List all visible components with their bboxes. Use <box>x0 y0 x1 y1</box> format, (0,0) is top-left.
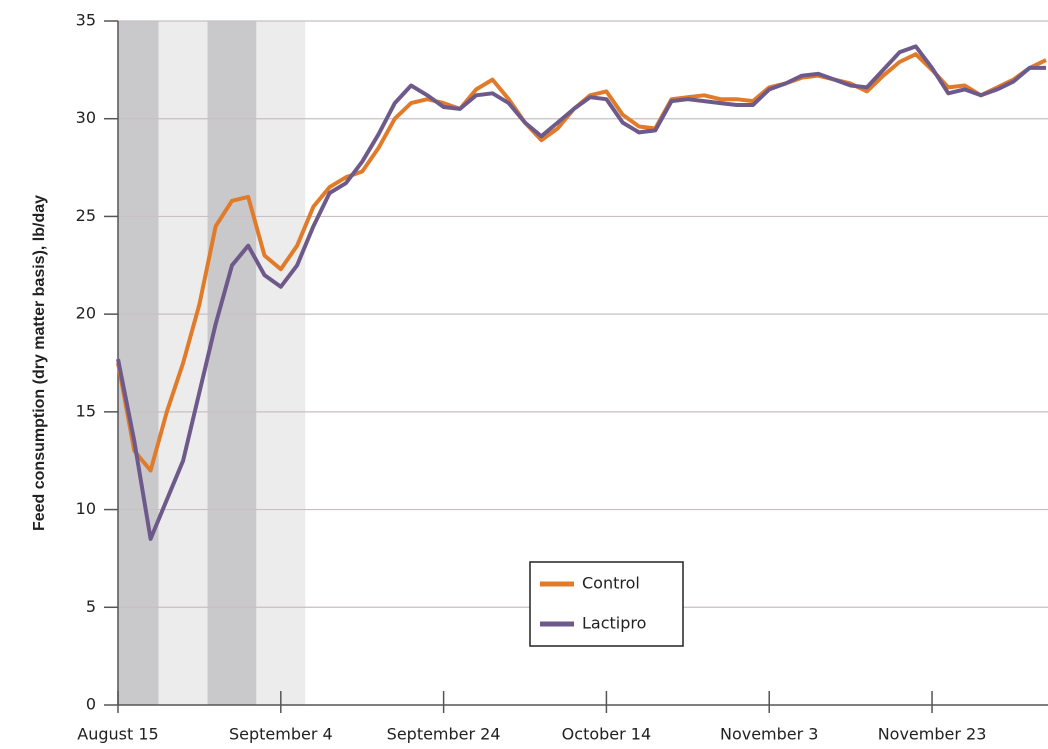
line-series <box>116 44 1046 541</box>
y-tick-label: 5 <box>86 597 96 616</box>
y-tick-label: 10 <box>76 499 96 518</box>
x-tick-label: September 4 <box>229 725 333 744</box>
x-tick-label: November 3 <box>720 725 819 744</box>
shaded-period <box>118 21 159 705</box>
x-tick-label: October 14 <box>562 725 651 744</box>
legend-label: Control <box>582 574 640 593</box>
y-tick-label: 25 <box>76 206 96 225</box>
y-tick-label: 20 <box>76 304 96 323</box>
legend-box <box>529 561 684 647</box>
y-tick-label: 30 <box>76 108 96 127</box>
y-tick-label: 15 <box>76 401 96 420</box>
shaded-period <box>207 21 257 705</box>
y-axis-title: Feed consumption (dry matter basis), lb/… <box>31 195 48 531</box>
shaded-period <box>256 21 306 705</box>
x-tick-label: September 24 <box>387 725 501 744</box>
x-tick-label: August 15 <box>77 725 158 744</box>
legend-label: Lactipro <box>582 614 646 633</box>
y-tick-label: 35 <box>76 11 96 30</box>
x-tick-label: November 23 <box>878 725 987 744</box>
y-tick-label: 0 <box>86 695 96 714</box>
legend: Control Lactipro <box>529 561 684 647</box>
